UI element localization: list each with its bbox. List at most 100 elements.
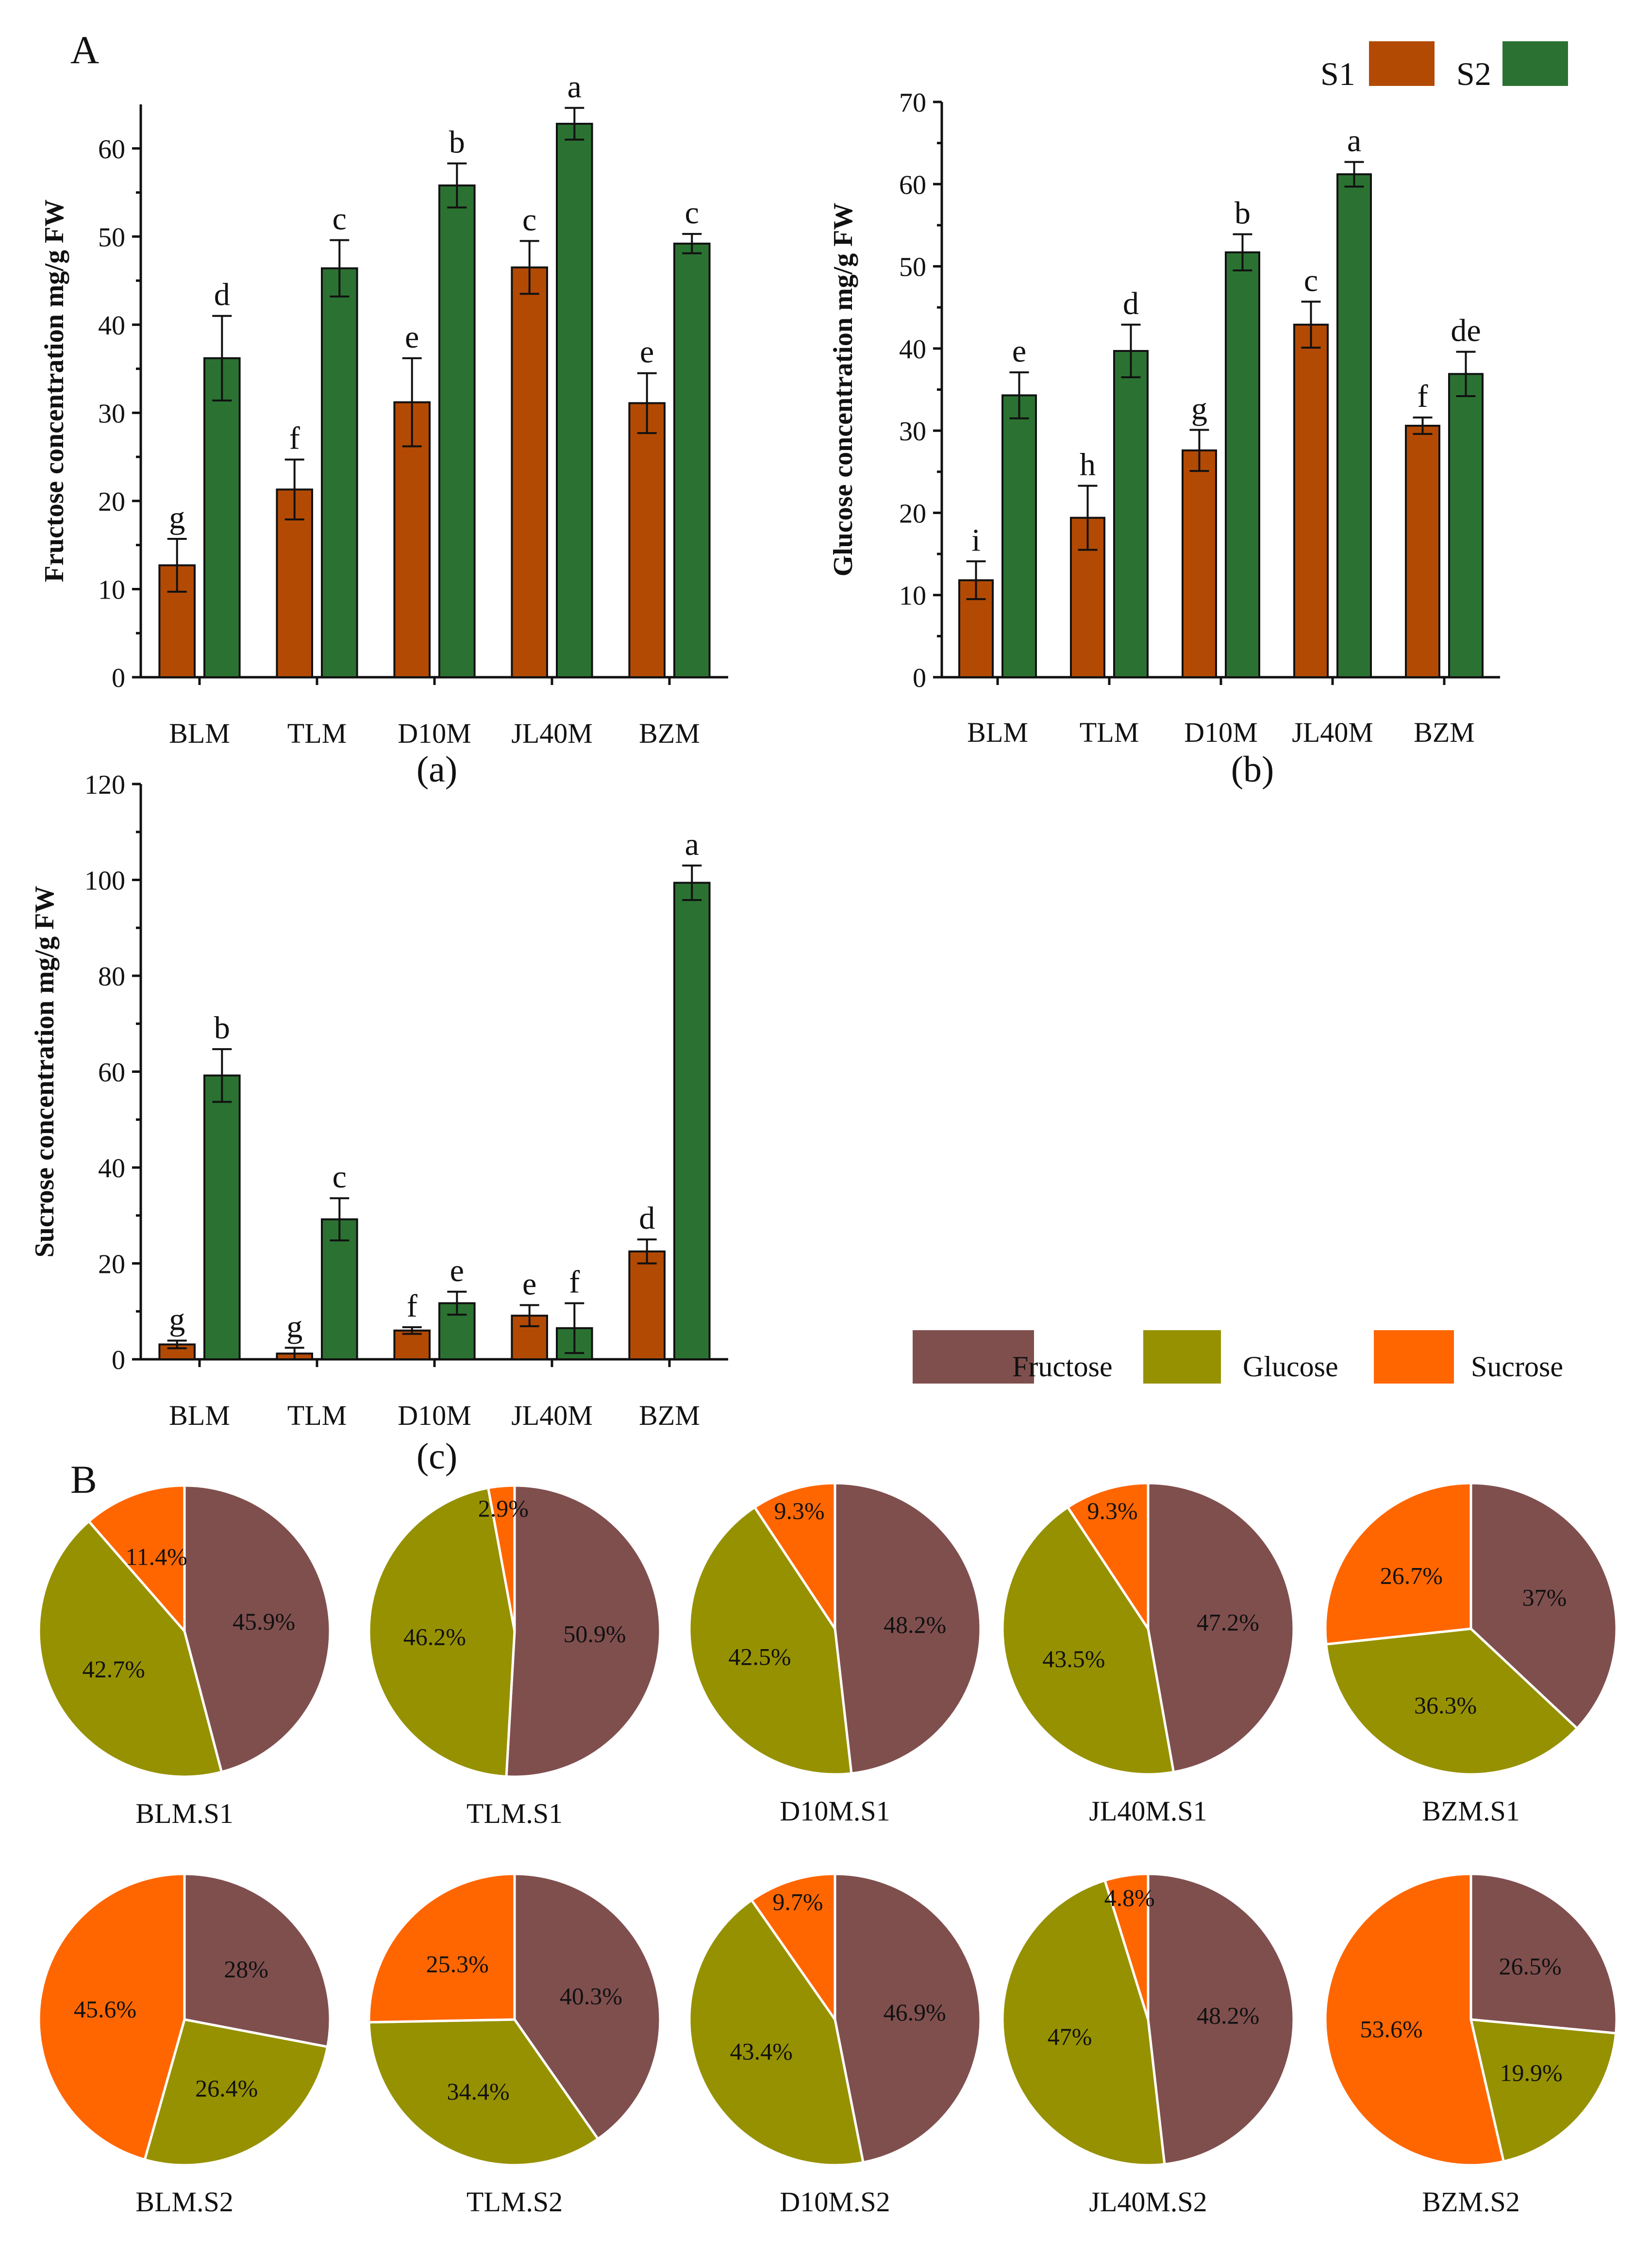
pie-slice-glucose (367, 2018, 600, 2167)
significance-letter: e (1012, 334, 1026, 369)
pie-slice-fructose (513, 1872, 662, 2141)
pie-slice-fructose (1469, 1872, 1618, 2035)
significance-letter: c (1304, 263, 1318, 298)
pie-slice-fructose (834, 1482, 982, 1775)
pie-slice-label: 45.6% (74, 1995, 136, 2022)
y-tick-label: 60 (899, 170, 926, 200)
pie-slice-label: 48.2% (1197, 2002, 1259, 2029)
pie-slice-label: 26.5% (1499, 1953, 1561, 1980)
bar-s2-d10m (438, 184, 476, 678)
pie-jl40m-s1: 47.2% 43.5% 9.3% JL40M.S1 (1001, 1482, 1295, 1827)
pie-slice-label: 36.3% (1414, 1691, 1477, 1719)
pie-slice-label: 46.2% (403, 1623, 466, 1650)
x-tick-label: D10M (398, 1400, 471, 1431)
pie-slice-label: 28% (224, 1955, 268, 1983)
significance-letter: f (1418, 379, 1428, 414)
x-tick-label: BLM (169, 718, 230, 749)
legend-s2-label: S2 (1456, 55, 1491, 92)
y-tick-label: 20 (98, 487, 125, 517)
bar-s2-blm (203, 357, 241, 678)
significance-letter: c (685, 195, 699, 231)
x-tick-label: BZM (639, 718, 700, 749)
chart-caption: (c) (417, 1436, 457, 1477)
x-tick-label: TLM (287, 718, 347, 749)
pie-slice-label: 43.4% (730, 2038, 793, 2065)
y-tick-label: 40 (98, 1153, 125, 1184)
pie-title: TLM.S2 (467, 2186, 563, 2218)
pie-slice-glucose (688, 1505, 853, 1776)
y-tick-label: 20 (899, 499, 926, 529)
pie-slice-fructose (834, 1872, 982, 2164)
pie-slice-glucose (688, 1898, 865, 2167)
chart-caption: (a) (417, 749, 457, 790)
y-tick-label: 50 (899, 252, 926, 283)
pie-slice-sucrose (87, 1484, 186, 1635)
pie-slice-label: 40.3% (560, 1982, 622, 2009)
significance-letter: f (569, 1264, 580, 1300)
pie-slice-label: 2.9% (478, 1495, 529, 1522)
bar-chart-a: 0 10 20 30 40 50 60 Fructose concentration mg/g… (39, 69, 728, 790)
pie-slice-sucrose (1103, 1872, 1150, 2020)
y-tick-label: 60 (98, 134, 125, 165)
bar-s2-blm (1001, 394, 1037, 678)
bar-s1-bzm (628, 402, 666, 678)
legend-fructose-label: Fructose (1012, 1351, 1113, 1383)
bar-s1-jl40m (511, 266, 549, 678)
pie-slice-fructose (183, 1484, 332, 1774)
pie-slice-label: 53.6% (1360, 2016, 1422, 2043)
x-tick-label: BZM (1414, 717, 1475, 748)
y-tick-label: 20 (98, 1250, 125, 1280)
pie-blm-s2: 28% 26.4% 45.6% BLM.S2 (37, 1872, 332, 2218)
pie-title: BLM.S2 (135, 2186, 233, 2218)
pie-legend: Fructose Glucose Sucrose (913, 1330, 1563, 1384)
x-tick-label: JL40M (1292, 717, 1373, 748)
pie-slice-glucose (1324, 1627, 1579, 1776)
significance-letter: g (1191, 391, 1207, 426)
y-tick-label: 0 (913, 663, 926, 693)
bar-s2-bzm (673, 242, 711, 679)
y-axis-title: Glucose concentration mg/g FW (828, 203, 858, 577)
pie-slice-label: 47% (1048, 2023, 1092, 2050)
significance-letter: f (407, 1288, 417, 1324)
bar-chart-b: 0 10 20 30 40 50 60 70 Glucose concentration mg/… (828, 88, 1500, 790)
bar-s2-blm (203, 1074, 241, 1360)
y-tick-label: 10 (899, 581, 926, 611)
pie-d10m-s2: 46.9% 43.4% 9.7% D10M.S2 (688, 1872, 982, 2218)
significance-letter: d (214, 277, 230, 313)
bar-s2-jl40m (1336, 173, 1372, 678)
bar-s1-bzm (1405, 424, 1440, 678)
pie-title: BLM.S1 (135, 1798, 233, 1829)
significance-letter: d (639, 1201, 655, 1236)
x-tick-label: JL40M (511, 1400, 593, 1431)
y-tick-label: 0 (112, 663, 125, 693)
pie-slice-label: 9.3% (774, 1497, 824, 1524)
bar-charts: 0 10 20 30 40 50 60 Fructose concentration mg/g… (30, 69, 1500, 1477)
pie-slice-sucrose (367, 1872, 516, 2024)
pie-slice-sucrose (1324, 1482, 1472, 1646)
legend-glucose-swatch (1143, 1330, 1221, 1384)
pie-slice-label: 26.4% (195, 2074, 258, 2102)
significance-letter: e (522, 1266, 536, 1302)
bar-s1-d10m (1182, 449, 1217, 678)
significance-letter: b (449, 125, 465, 160)
legend-sucrose-label: Sucrose (1471, 1351, 1563, 1383)
bar-legend: S1 S2 (1320, 41, 1568, 92)
pie-slice-fructose (1147, 1872, 1295, 2166)
x-tick-label: TLM (1080, 717, 1139, 748)
y-tick-label: 120 (84, 770, 125, 800)
bar-chart-c: 0 20 40 60 80 100 120 Sucrose concentration mg/… (30, 770, 728, 1477)
bar-s2-tlm (321, 267, 358, 678)
pie-slice-sucrose (1324, 1872, 1505, 2167)
bar-s1-bzm (628, 1250, 666, 1360)
bar-s2-jl40m (556, 122, 593, 678)
pie-slice-glucose (1469, 2018, 1618, 2163)
y-tick-label: 30 (899, 417, 926, 447)
significance-letter: a (685, 827, 699, 862)
bar-s1-tlm (276, 488, 314, 678)
significance-letter: c (522, 202, 536, 237)
pie-slice-fructose (1469, 1482, 1618, 1730)
pie-title: D10M.S2 (780, 2186, 890, 2218)
significance-letter: c (333, 201, 347, 237)
y-axis-title: Fructose concentration mg/g FW (39, 200, 69, 582)
